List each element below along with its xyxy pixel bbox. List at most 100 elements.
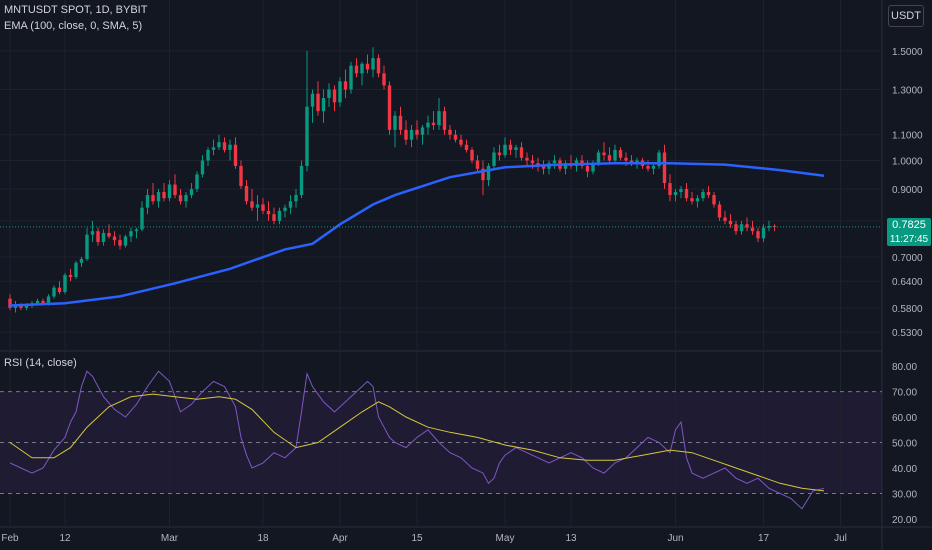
candle-body xyxy=(332,89,337,103)
rsi-tick-label: 30.00 xyxy=(892,489,917,500)
time-tick-label: 18 xyxy=(257,533,269,544)
candle-body xyxy=(255,204,260,208)
rsi-tick-label: 60.00 xyxy=(892,413,917,424)
candle-body xyxy=(607,155,612,161)
candle-body xyxy=(739,224,744,232)
time-tick-label: 17 xyxy=(758,533,770,544)
candle-body xyxy=(233,144,238,166)
candle-body xyxy=(684,189,689,199)
candle-body xyxy=(734,224,738,232)
candle-body xyxy=(338,81,342,103)
rsi-tick-label: 50.00 xyxy=(892,439,917,450)
candle-body xyxy=(19,305,23,308)
time-tick-label: Apr xyxy=(332,533,348,544)
candle-body xyxy=(151,195,155,202)
candle-body xyxy=(723,217,727,221)
candle-body xyxy=(79,258,84,263)
rsi-tick-label: 80.00 xyxy=(892,362,917,373)
candle-body xyxy=(475,160,480,169)
last-price-label: 0.7825 xyxy=(887,218,931,233)
candle-body xyxy=(387,85,392,130)
candle-body xyxy=(200,160,205,175)
candle-body xyxy=(453,134,458,140)
candle-body xyxy=(712,195,716,205)
candle-body xyxy=(591,163,595,172)
candle-body xyxy=(68,274,73,278)
candle-body xyxy=(503,144,507,156)
candle-body xyxy=(327,89,331,98)
time-tick-label: Jul xyxy=(834,533,847,544)
candle-body xyxy=(701,192,705,199)
candle-body xyxy=(101,232,106,242)
price-tick-label: 0.5800 xyxy=(892,304,923,315)
price-tick-label: 1.0000 xyxy=(892,156,923,167)
candle-body xyxy=(261,204,265,211)
candle-body xyxy=(646,165,650,169)
candle-body xyxy=(316,93,320,112)
candle-body xyxy=(354,65,359,74)
candle-body xyxy=(624,157,628,161)
rsi-tick-label: 40.00 xyxy=(892,464,917,475)
candle-body xyxy=(310,93,315,107)
chart-title[interactable]: MNTUSDT SPOT, 1D, BYBIT xyxy=(4,4,148,16)
candle-body xyxy=(8,298,12,308)
candle-body xyxy=(761,227,766,239)
candle-body xyxy=(371,58,375,70)
candle-body xyxy=(404,129,408,140)
candle-body xyxy=(448,129,452,135)
candle-body xyxy=(750,227,755,232)
candle-body xyxy=(195,174,199,189)
candle-body xyxy=(129,231,133,237)
candle-body xyxy=(145,195,150,208)
candle-body xyxy=(123,236,128,246)
candle-body xyxy=(382,73,386,86)
time-tick-label: 13 xyxy=(565,533,577,544)
candle-body xyxy=(96,231,100,242)
ema-line xyxy=(9,161,825,307)
price-tick-label: 0.5300 xyxy=(892,328,923,339)
bar-countdown-label: 11:27:45 xyxy=(887,233,931,246)
candle-body xyxy=(481,168,485,181)
candle-body xyxy=(651,165,656,169)
time-tick-label: 15 xyxy=(411,533,423,544)
candle-body xyxy=(112,236,117,241)
candle-body xyxy=(365,63,370,70)
candle-body xyxy=(420,127,425,135)
rsi-line xyxy=(9,370,825,510)
candle-body xyxy=(52,287,56,297)
time-tick-label: Jun xyxy=(667,533,683,544)
candle-body xyxy=(294,195,298,202)
rsi-legend[interactable]: RSI (14, close) xyxy=(4,357,77,369)
candle-body xyxy=(321,97,326,112)
candle-body xyxy=(464,144,469,150)
candle-body xyxy=(217,142,221,148)
candle-body xyxy=(266,210,271,215)
candle-body xyxy=(74,262,78,278)
candle-body xyxy=(519,147,524,158)
currency-button[interactable]: USDT xyxy=(888,5,924,27)
candle-body xyxy=(250,201,254,208)
candle-body xyxy=(35,300,40,304)
candle-body xyxy=(173,184,177,196)
candle-body xyxy=(497,152,502,156)
candle-body xyxy=(618,149,623,158)
candle-body xyxy=(184,195,188,202)
candle-body xyxy=(167,184,172,199)
candle-body xyxy=(343,81,348,90)
candle-body xyxy=(541,165,546,169)
price-tick-label: 1.5000 xyxy=(892,47,923,58)
candle-body xyxy=(305,106,309,166)
candle-body xyxy=(563,163,568,169)
candle-body xyxy=(85,234,89,259)
candle-body xyxy=(635,160,639,164)
candle-body xyxy=(107,232,111,237)
candle-body xyxy=(508,144,513,150)
candle-body xyxy=(178,195,183,202)
candle-body xyxy=(486,165,491,181)
candle-body xyxy=(376,58,381,74)
candle-body xyxy=(442,111,447,130)
ema-legend[interactable]: EMA (100, close, 0, SMA, 5) xyxy=(4,20,143,32)
candle-body xyxy=(629,160,634,164)
rsi-tick-label: 20.00 xyxy=(892,515,917,526)
